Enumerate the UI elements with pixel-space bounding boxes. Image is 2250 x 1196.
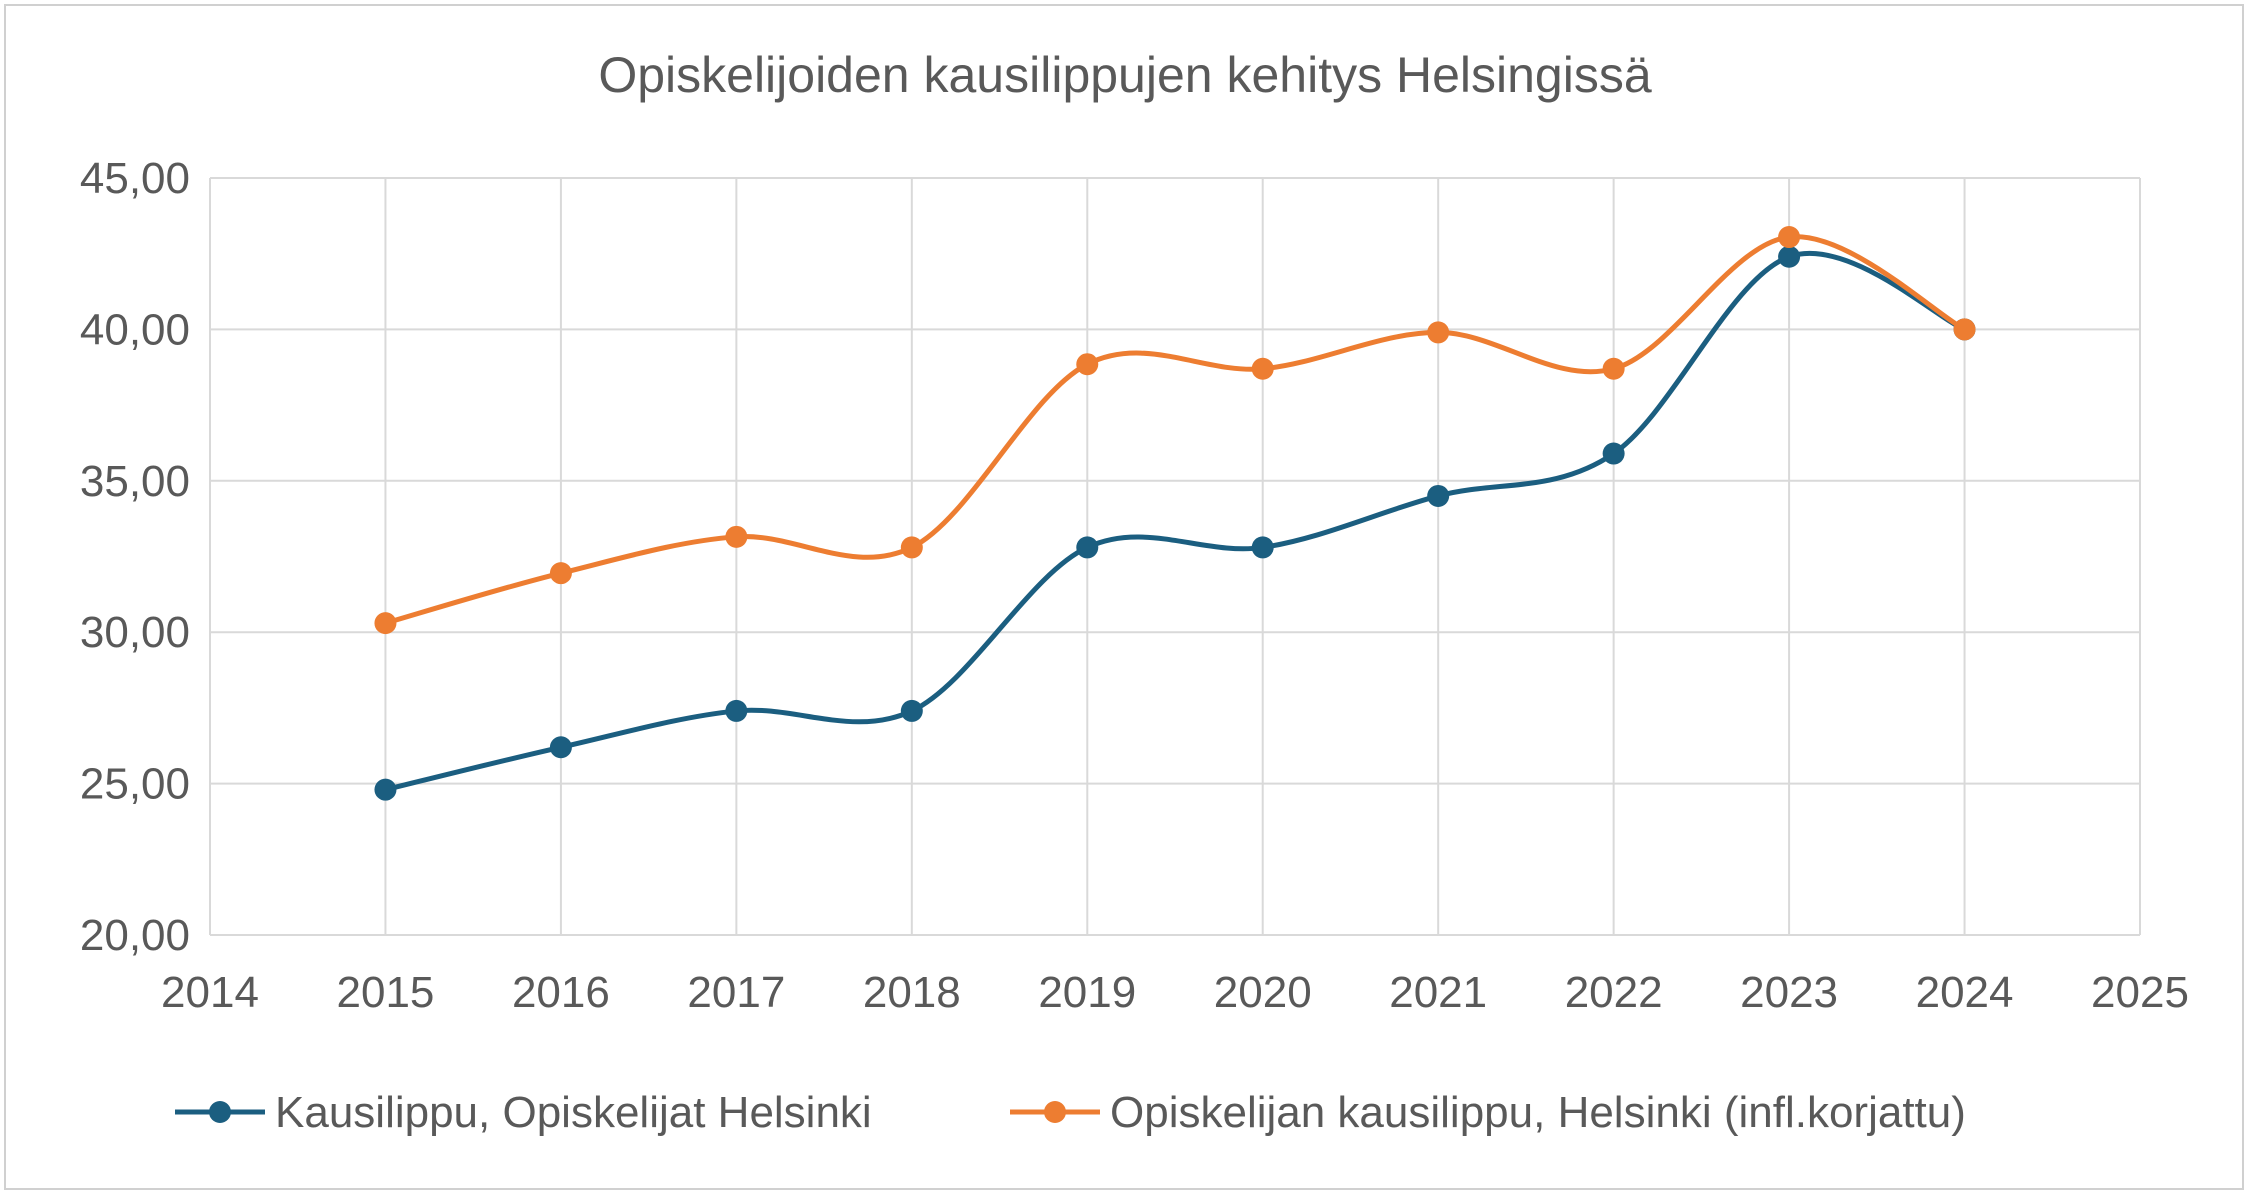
data-point — [900, 699, 923, 722]
x-tick-label: 2025 — [2091, 968, 2189, 1017]
x-tick-label: 2017 — [687, 968, 785, 1017]
y-tick-label: 45,00 — [80, 154, 190, 203]
series-line — [382, 250, 1968, 793]
x-tick-label: 2019 — [1038, 968, 1136, 1017]
data-point — [1778, 245, 1801, 268]
chart-frame — [4, 4, 2244, 1190]
data-point — [549, 736, 572, 759]
y-tick-label: 40,00 — [80, 305, 190, 354]
y-tick-label: 30,00 — [80, 608, 190, 657]
x-tick-label: 2016 — [512, 968, 610, 1017]
legend-label: Opiskelijan kausilippu, Helsinki (infl.k… — [1110, 1088, 1966, 1137]
y-tick-label: 20,00 — [80, 911, 190, 960]
data-point — [725, 699, 748, 722]
data-point — [549, 562, 572, 585]
series-line — [382, 234, 1968, 626]
x-tick-label: 2023 — [1740, 968, 1838, 1017]
x-tick-label: 2020 — [1214, 968, 1312, 1017]
y-tick-label: 35,00 — [80, 457, 190, 506]
series-2 — [374, 226, 1976, 635]
data-point — [1953, 318, 1976, 341]
axes: 20,00 25,00 30,00 35,00 40,00 45,00 2014 2015 20… — [80, 154, 2189, 1017]
x-tick-label: 2022 — [1565, 968, 1663, 1017]
legend-marker — [209, 1101, 231, 1123]
data-point — [374, 778, 397, 801]
data-point — [1427, 321, 1450, 344]
data-point — [900, 536, 923, 559]
chart-title: Opiskelijoiden kausilippujen kehitys Hel… — [598, 47, 1652, 103]
gridlines — [209, 177, 2141, 936]
x-tick-label: 2021 — [1389, 968, 1487, 1017]
data-point — [1076, 536, 1099, 559]
data-point — [1427, 484, 1450, 507]
data-point — [1602, 357, 1625, 380]
x-tick-label: 2024 — [1916, 968, 2014, 1017]
data-point — [1251, 357, 1274, 380]
data-point — [725, 525, 748, 548]
series-lines — [374, 226, 1976, 801]
data-point — [1778, 226, 1801, 249]
data-point — [1602, 442, 1625, 465]
legend-item-2: Opiskelijan kausilippu, Helsinki (infl.k… — [1010, 1088, 1966, 1137]
data-point — [1076, 353, 1099, 376]
data-point — [374, 612, 397, 635]
y-tick-label: 25,00 — [80, 760, 190, 809]
data-point — [1251, 536, 1274, 559]
x-tick-label: 2014 — [161, 968, 259, 1017]
x-tick-label: 2015 — [337, 968, 435, 1017]
x-tick-label: 2018 — [863, 968, 961, 1017]
legend-marker — [1044, 1101, 1066, 1123]
legend-item-1: Kausilippu, Opiskelijat Helsinki — [175, 1088, 872, 1137]
legend-label: Kausilippu, Opiskelijat Helsinki — [275, 1088, 872, 1137]
legend: Kausilippu, Opiskelijat Helsinki Opiskeli… — [175, 1088, 1966, 1137]
